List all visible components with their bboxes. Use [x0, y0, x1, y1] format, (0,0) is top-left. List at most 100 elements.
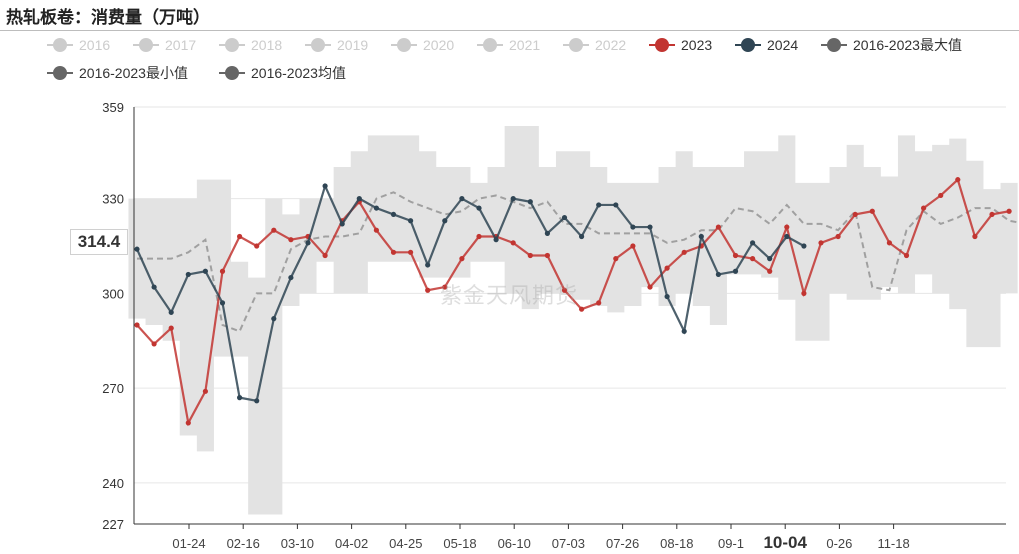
data-point-2024: [698, 233, 704, 240]
watermark: 紫金天风期货: [440, 283, 579, 308]
legend-marker-icon: [219, 66, 245, 80]
legend-item-2016[interactable]: 2016: [47, 36, 110, 54]
x-tick-label: 04-02: [335, 536, 368, 551]
data-point-2023: [288, 237, 294, 243]
data-point-2024: [339, 221, 345, 227]
data-point-2023: [237, 233, 243, 240]
legend-item-2018[interactable]: 2018: [219, 36, 282, 54]
data-point-2023: [613, 256, 619, 262]
data-point-2023: [579, 306, 585, 312]
legend-item-2019[interactable]: 2019: [305, 36, 368, 54]
data-point-2023: [168, 325, 174, 331]
data-point-2024: [527, 199, 533, 205]
data-point-2023: [784, 224, 790, 230]
legend-marker-icon: [649, 38, 675, 52]
data-point-2024: [579, 233, 585, 240]
chart-legend: 2016 2017 2018 2019 2020 2021 2022 2023 2024 2016…: [47, 36, 1007, 82]
y-tick-label: 300: [102, 286, 124, 301]
data-point-2024: [476, 205, 482, 211]
series-line-2024: [135, 182, 805, 403]
data-point-2024: [254, 398, 260, 404]
x-tick-label: 07-26: [606, 536, 639, 551]
x-tick-label: 0-26: [826, 536, 852, 551]
y-tick-label: 270: [102, 381, 124, 396]
legend-marker-icon: [133, 38, 159, 52]
data-point-2024: [647, 224, 653, 230]
data-point-2023: [750, 256, 756, 262]
legend-label: 2018: [251, 37, 283, 53]
x-tick-label: 10-04: [763, 533, 807, 552]
legend-item-2021[interactable]: 2021: [477, 36, 540, 54]
data-point-2023: [254, 243, 260, 249]
data-point-2023: [151, 341, 157, 347]
data-point-2024: [767, 256, 773, 262]
data-point-2024: [613, 202, 619, 208]
legend-item-2022[interactable]: 2022: [563, 36, 626, 54]
legend-label: 2021: [509, 37, 541, 53]
data-point-2024: [750, 240, 756, 246]
data-point-2024: [493, 237, 499, 243]
data-point-2024: [801, 243, 807, 249]
current-value-label: 314.4: [70, 229, 128, 255]
data-point-2023: [715, 224, 722, 230]
legend-label: 2024: [767, 37, 799, 53]
legend-label: 2016-2023均值: [251, 65, 346, 81]
x-tick-label: 07-03: [552, 536, 585, 551]
legend-item-2023[interactable]: 2023: [649, 36, 712, 54]
y-tick-label: 330: [102, 192, 124, 207]
legend-item-2016-2023最大值[interactable]: 2016-2023最大值: [821, 36, 962, 54]
data-point-2024: [664, 293, 670, 300]
legend-item-2020[interactable]: 2020: [391, 36, 454, 54]
data-point-2024: [784, 233, 790, 240]
legend-label: 2016-2023最小值: [79, 65, 188, 81]
legend-label: 2023: [681, 37, 713, 53]
legend-marker-icon: [821, 38, 847, 52]
data-point-2024: [459, 196, 465, 202]
data-point-2023: [664, 265, 670, 271]
legend-label: 2019: [337, 37, 369, 53]
data-point-2023: [647, 284, 653, 290]
data-point-2023: [408, 249, 414, 255]
data-point-2023: [767, 268, 773, 274]
data-point-2024: [596, 202, 602, 208]
data-point-2023: [373, 227, 379, 233]
data-point-2023: [219, 268, 226, 274]
data-point-2024: [544, 230, 551, 236]
data-point-2024: [202, 268, 208, 274]
x-tick-label: 01-24: [172, 536, 205, 551]
series-line-average: [137, 191, 1019, 333]
data-point-2023: [835, 233, 841, 240]
x-tick-label: 11-18: [877, 536, 909, 551]
data-point-2023: [271, 227, 277, 233]
legend-item-2024[interactable]: 2024: [735, 36, 798, 54]
data-point-2023: [459, 256, 465, 262]
legend-label: 2016-2023最大值: [853, 37, 962, 53]
chart-title: 热轧板卷：消费量（万吨）: [6, 8, 210, 27]
data-point-2024: [168, 309, 174, 315]
data-point-2023: [527, 252, 533, 259]
data-point-2024: [732, 268, 739, 274]
data-point-2024: [390, 211, 397, 218]
title-divider: [0, 30, 1019, 31]
data-point-2024: [510, 196, 516, 202]
data-point-2023: [202, 388, 208, 394]
legend-item-2016-2023最小值[interactable]: 2016-2023最小值: [47, 64, 188, 82]
data-point-2024: [373, 205, 379, 211]
legend-item-2017[interactable]: 2017: [133, 36, 196, 54]
data-point-2023: [390, 249, 397, 255]
data-point-2023: [972, 233, 978, 240]
data-point-2023: [886, 240, 893, 246]
legend-marker-icon: [305, 38, 331, 52]
legend-item-2016-2023均值[interactable]: 2016-2023均值: [219, 64, 346, 82]
data-point-2023: [801, 290, 807, 296]
y-tick-label: 359: [102, 100, 124, 115]
data-point-2023: [989, 211, 995, 218]
x-tick-label: 04-25: [389, 536, 422, 551]
data-point-2024: [305, 240, 311, 246]
data-point-2023: [561, 287, 568, 293]
data-point-2023: [921, 205, 927, 211]
legend-marker-icon: [477, 38, 503, 52]
data-point-2024: [425, 262, 431, 268]
data-point-2023: [852, 211, 858, 218]
data-point-2024: [681, 328, 687, 334]
